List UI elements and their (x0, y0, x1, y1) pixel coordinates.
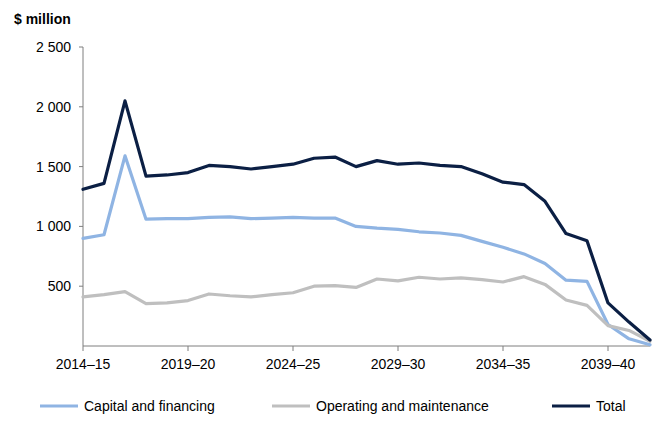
x-tick-label: 2019–20 (161, 356, 216, 372)
y-tick (79, 166, 83, 167)
x-axis (83, 346, 650, 347)
y-tick (79, 286, 83, 287)
legend-swatch (40, 404, 78, 407)
x-tick (503, 346, 504, 351)
y-axis-title: $ million (14, 11, 71, 27)
x-tick-label: 2039–40 (581, 356, 636, 372)
x-tick (188, 346, 189, 351)
y-tick-label: 2 000 (36, 99, 71, 115)
y-tick (79, 47, 83, 48)
x-tick (83, 346, 84, 351)
legend-label: Operating and maintenance (316, 398, 489, 414)
x-tick-label: 2014–15 (56, 356, 111, 372)
x-tick-label: 2034–35 (476, 356, 531, 372)
legend-swatch (552, 404, 590, 407)
series-line (83, 277, 650, 342)
legend-label: Capital and financing (84, 398, 215, 414)
chart: $ million 500 1 000 1 500 2 000 2 500 2014–15 2… (0, 0, 672, 424)
series-line (83, 156, 650, 345)
x-tick-label: 2029–30 (371, 356, 426, 372)
x-tick (398, 346, 399, 351)
plot-area (83, 101, 650, 345)
series-line (83, 101, 650, 340)
y-axis (83, 47, 84, 346)
legend-swatch (272, 404, 310, 407)
x-tick-label: 2024–25 (266, 356, 321, 372)
x-tick (293, 346, 294, 351)
y-tick-label: 1 500 (36, 159, 71, 175)
y-tick-label: 2 500 (36, 39, 71, 55)
y-tick-label: 500 (48, 278, 72, 294)
y-tick-label: 1 000 (36, 218, 71, 234)
y-tick (79, 226, 83, 227)
legend-label: Total (596, 398, 626, 414)
y-tick (79, 106, 83, 107)
x-tick (608, 346, 609, 351)
